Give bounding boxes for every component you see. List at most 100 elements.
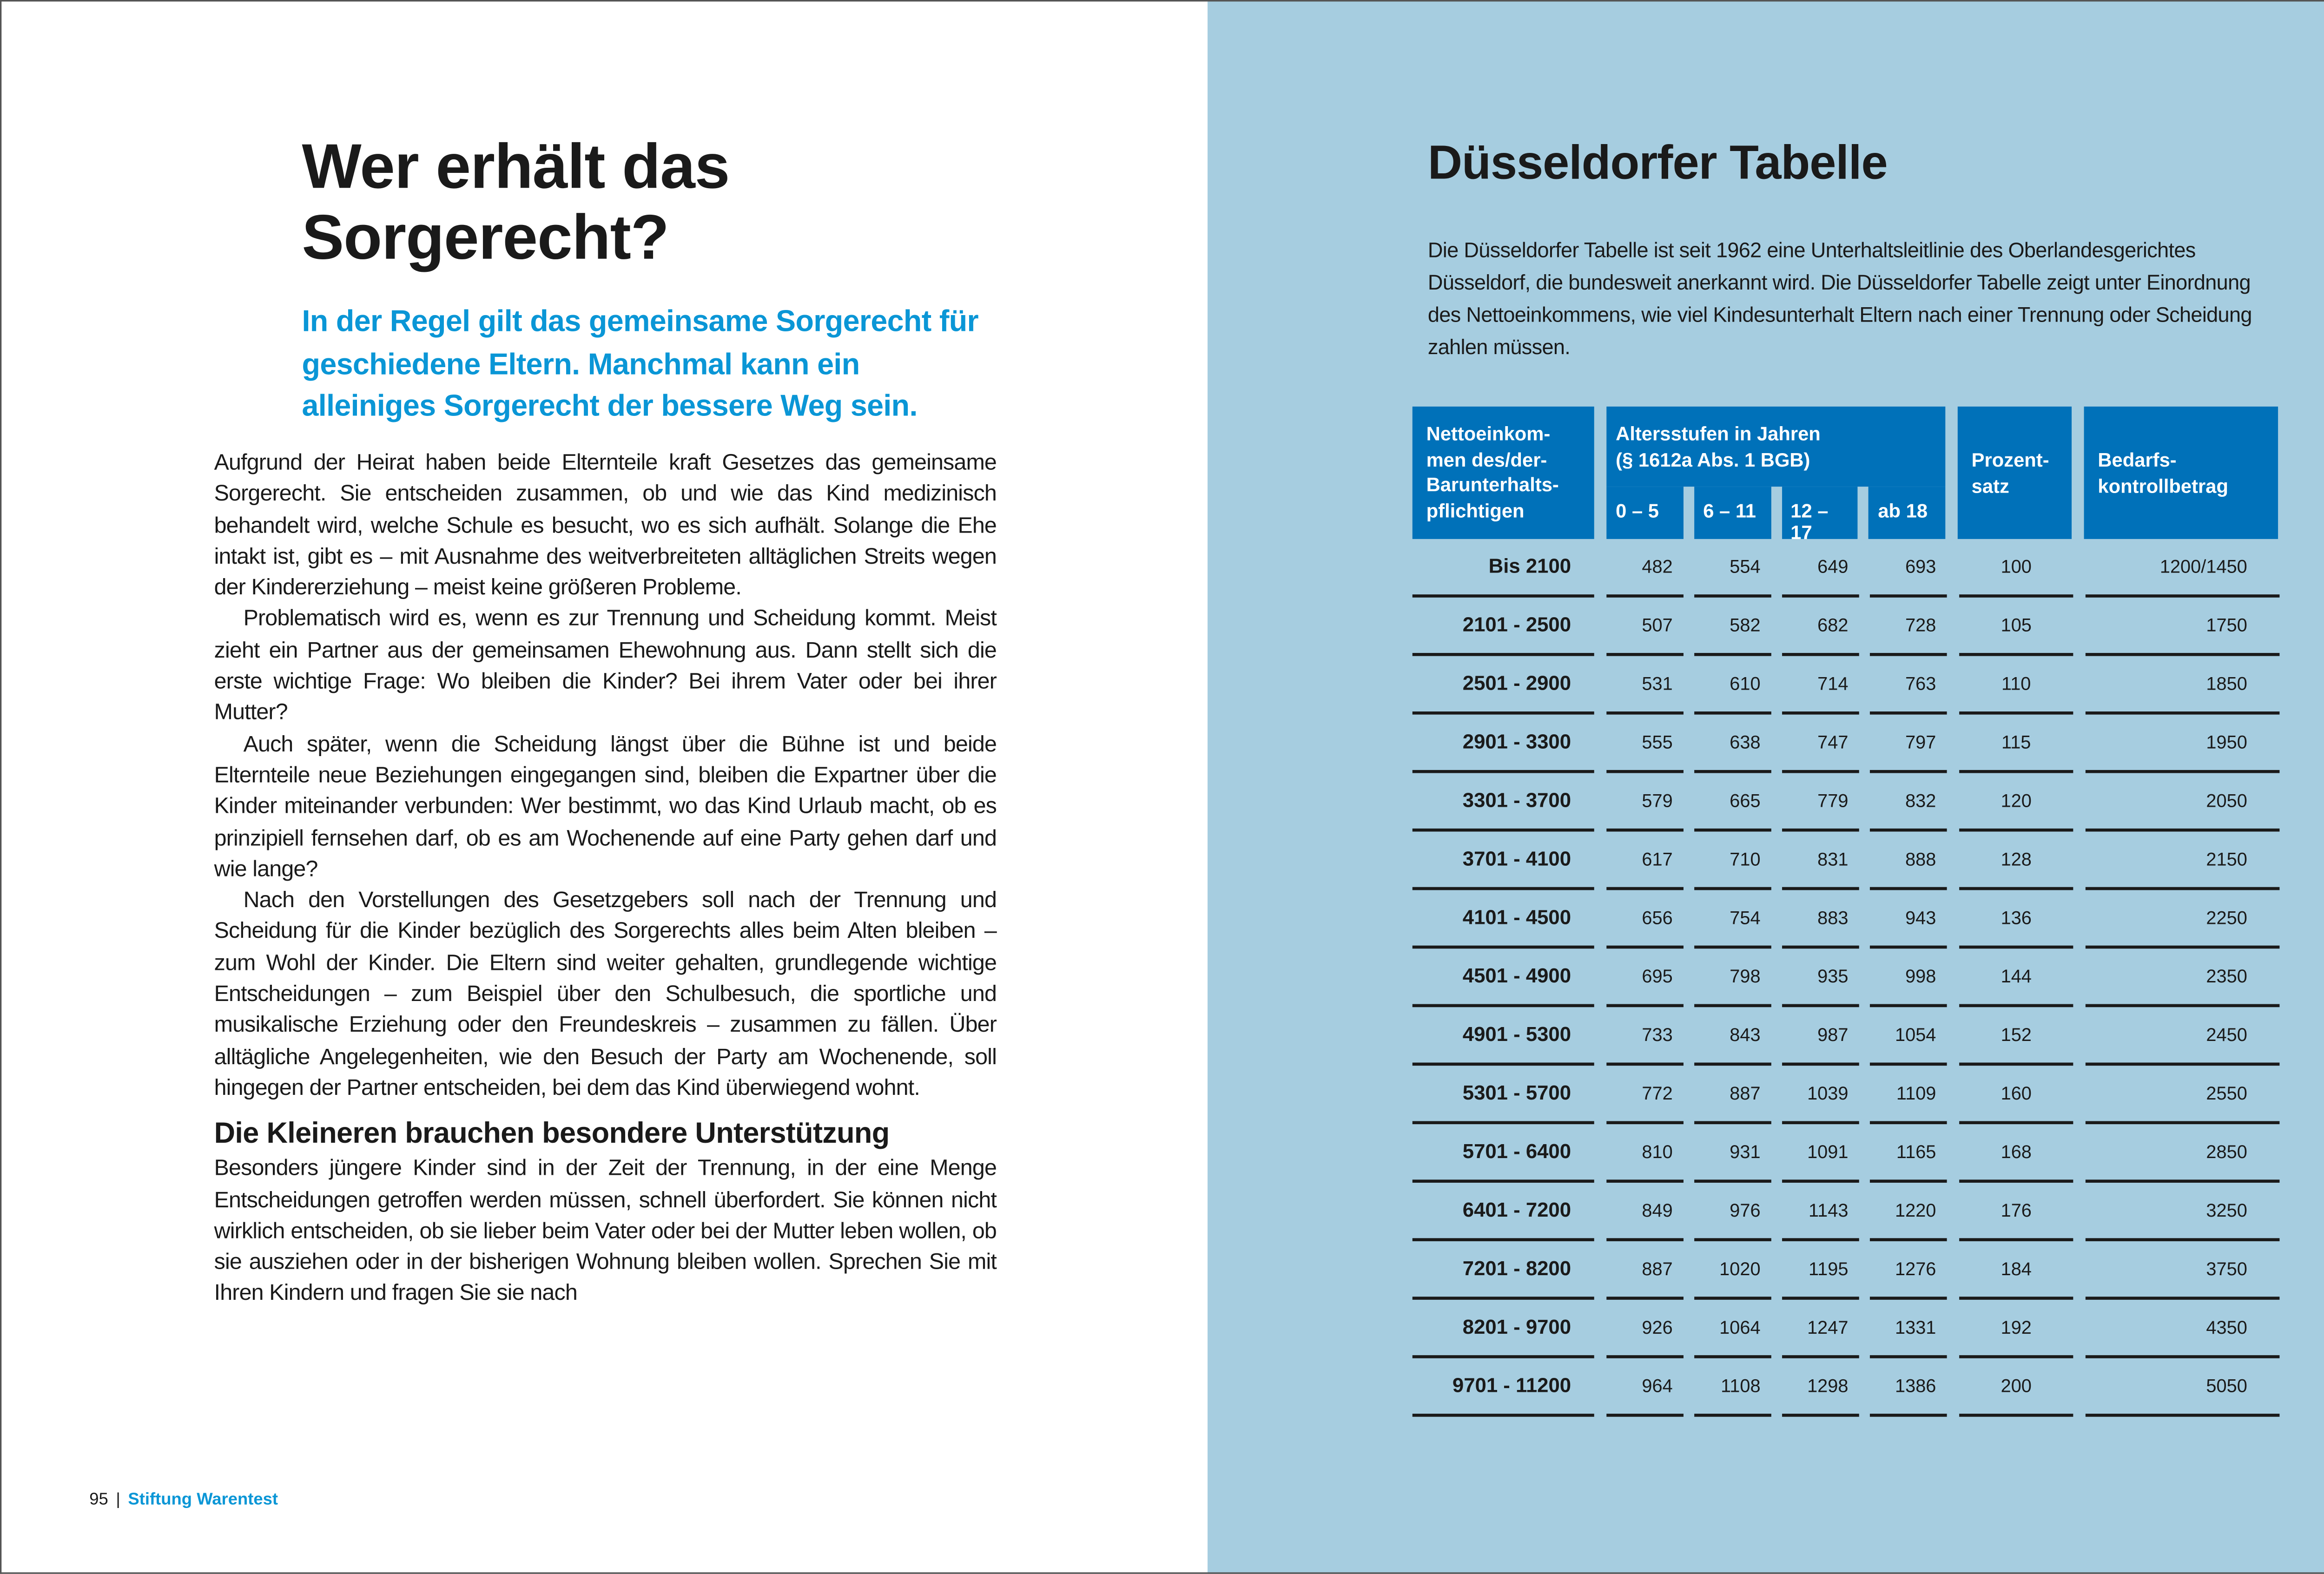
control-amount: 2150: [2085, 831, 2280, 890]
percentage: 176: [1959, 1183, 2073, 1241]
control-amount: 5050: [2085, 1358, 2280, 1417]
table-row: 3701 - 4100 617 710 831 888 128 2150: [1412, 831, 2280, 890]
subheading: Die Kleineren brauchen besondere Unterst…: [214, 1118, 890, 1151]
control-amount: 1750: [2085, 598, 2280, 656]
table-row: 4901 - 5300 733 843 987 1054 152 2450: [1412, 1007, 2280, 1066]
amount-age-0-5: 579: [1606, 773, 1684, 832]
paragraph: Auch später, wenn die Scheidung längst ü…: [214, 732, 997, 882]
lead-text: In der Regel gilt das gemeinsame Sorgere…: [302, 305, 979, 424]
amount-age-18-plus: 693: [1869, 539, 1947, 598]
income-range: 4501 - 4900: [1412, 948, 1594, 1008]
brand-name: Stiftung Warentest: [128, 1490, 278, 1509]
amount-age-0-5: 656: [1606, 890, 1684, 949]
table-row: 2501 - 2900 531 610 714 763 110 1850: [1412, 656, 2280, 715]
income-range: 3701 - 4100: [1412, 831, 1594, 890]
control-amount: 1850: [2085, 656, 2280, 715]
amount-age-0-5: 617: [1606, 831, 1684, 890]
income-range: 2101 - 2500: [1412, 598, 1594, 656]
left-page: Wer erhält das Sorgerecht? In der Regel g…: [0, 0, 1208, 1574]
percentage: 105: [1959, 598, 2073, 656]
income-range: 3301 - 3700: [1412, 773, 1594, 832]
percentage: 115: [1959, 715, 2073, 773]
amount-age-12-17: 883: [1782, 890, 1859, 949]
control-amount: 1950: [2085, 715, 2280, 773]
income-range: 5701 - 6400: [1412, 1124, 1594, 1183]
table-title: Düsseldorfer Tabelle: [1427, 135, 1888, 190]
amount-age-0-5: 531: [1606, 656, 1684, 715]
amount-age-6-11: 610: [1694, 656, 1771, 715]
table-row: 4101 - 4500 656 754 883 943 136 2250: [1412, 890, 2280, 949]
paragraph: Besonders jüngere Kinder sind in der Zei…: [214, 1157, 997, 1307]
duesseldorfer-table: Nettoeinkom-men des/der- Barunterhalts-p…: [1412, 406, 2280, 1417]
amount-age-12-17: 682: [1782, 598, 1859, 656]
amount-age-18-plus: 1276: [1869, 1241, 1947, 1300]
income-range: 4101 - 4500: [1412, 890, 1594, 949]
table-row: 5301 - 5700 772 887 1039 1109 160 2550: [1412, 1066, 2280, 1125]
table-row: 5701 - 6400 810 931 1091 1165 168 2850: [1412, 1124, 2280, 1183]
percentage: 100: [1959, 539, 2073, 598]
amount-age-12-17: 747: [1782, 715, 1859, 773]
income-range: 2501 - 2900: [1412, 656, 1594, 715]
header-age: ab 18: [1868, 487, 1946, 539]
percentage: 152: [1959, 1007, 2073, 1066]
table-body: Bis 2100 482 554 649 693 100 1200/1450 2101 - 2…: [1412, 539, 2280, 1417]
table-row: 4501 - 4900 695 798 935 998 144 2350: [1412, 948, 2280, 1008]
control-amount: 2350: [2085, 948, 2280, 1008]
header-age: 0 – 5: [1606, 487, 1684, 539]
control-amount: 2550: [2085, 1066, 2280, 1125]
amount-age-18-plus: 728: [1869, 598, 1947, 656]
control-amount: 1200/1450: [2085, 539, 2280, 598]
percentage: 120: [1959, 773, 2073, 832]
amount-age-18-plus: 1386: [1869, 1358, 1947, 1417]
income-range: 7201 - 8200: [1412, 1241, 1594, 1300]
page-number: 95: [89, 1490, 108, 1509]
amount-age-0-5: 849: [1606, 1183, 1684, 1241]
control-amount: 2450: [2085, 1007, 2280, 1066]
header-control-amount: Bedarfs-kontrollbetrag: [2084, 406, 2278, 539]
percentage: 110: [1959, 656, 2073, 715]
amount-age-6-11: 887: [1694, 1066, 1771, 1125]
amount-age-0-5: 926: [1606, 1300, 1684, 1358]
amount-age-18-plus: 998: [1869, 948, 1947, 1008]
control-amount: 4350: [2085, 1300, 2280, 1358]
table-row: 8201 - 9700 926 1064 1247 1331 192 4350: [1412, 1300, 2280, 1358]
amount-age-6-11: 1108: [1694, 1358, 1771, 1417]
amount-age-6-11: 931: [1694, 1124, 1771, 1183]
amount-age-12-17: 1298: [1782, 1358, 1859, 1417]
body-text: Aufgrund der Heirat haben beide Elternte…: [214, 448, 997, 1310]
amount-age-0-5: 507: [1606, 598, 1684, 656]
amount-age-0-5: 733: [1606, 1007, 1684, 1066]
amount-age-12-17: 1091: [1782, 1124, 1859, 1183]
amount-age-0-5: 810: [1606, 1124, 1684, 1183]
amount-age-18-plus: 1054: [1869, 1007, 1947, 1066]
percentage: 160: [1959, 1066, 2073, 1125]
amount-age-18-plus: 1331: [1869, 1300, 1947, 1358]
amount-age-12-17: 649: [1782, 539, 1859, 598]
amount-age-18-plus: 888: [1869, 831, 1947, 890]
title-line-2: Sorgerecht?: [302, 202, 669, 273]
amount-age-0-5: 887: [1606, 1241, 1684, 1300]
paragraph: Problematisch wird es, wenn es zur Trenn…: [214, 607, 997, 726]
income-range: 6401 - 7200: [1412, 1183, 1594, 1241]
intro-text: Die Düsseldorfer Tabelle ist seit 1962 e…: [1427, 238, 2252, 359]
amount-age-0-5: 555: [1606, 715, 1684, 773]
percentage: 136: [1959, 890, 2073, 949]
percentage: 200: [1959, 1358, 2073, 1417]
amount-age-18-plus: 1109: [1869, 1066, 1947, 1125]
income-range: 5301 - 5700: [1412, 1066, 1594, 1125]
table-row: 6401 - 7200 849 976 1143 1220 176 3250: [1412, 1183, 2280, 1241]
income-range: 8201 - 9700: [1412, 1300, 1594, 1358]
amount-age-12-17: 831: [1782, 831, 1859, 890]
amount-age-12-17: 779: [1782, 773, 1859, 832]
amount-age-12-17: 1247: [1782, 1300, 1859, 1358]
header-age-group: Altersstufen in Jahren (§ 1612a Abs. 1 BG…: [1606, 406, 1946, 544]
amount-age-12-17: 935: [1782, 948, 1859, 1008]
amount-age-6-11: 554: [1694, 539, 1771, 598]
amount-age-12-17: 1039: [1782, 1066, 1859, 1125]
amount-age-6-11: 710: [1694, 831, 1771, 890]
header-percent: Prozent-satz: [1957, 406, 2072, 539]
amount-age-12-17: 1195: [1782, 1241, 1859, 1300]
amount-age-6-11: 976: [1694, 1183, 1771, 1241]
amount-age-0-5: 964: [1606, 1358, 1684, 1417]
